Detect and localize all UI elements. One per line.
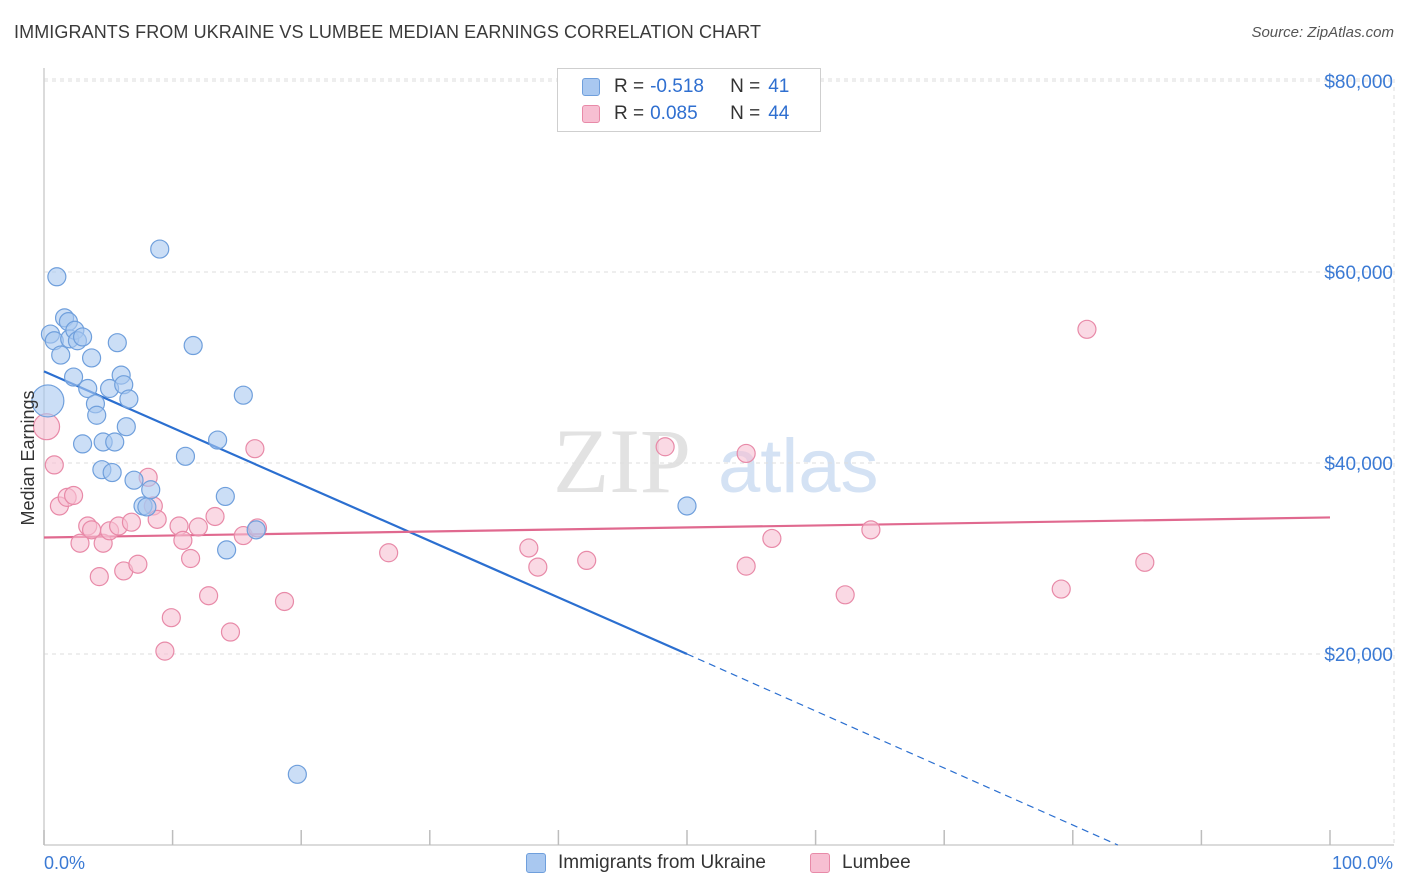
lumbee-point [121, 512, 142, 532]
lumbee-swatch [810, 853, 830, 873]
lumbee-point [519, 538, 539, 558]
legend-row-ukraine: R = -0.518 N = 41 [582, 74, 789, 100]
legend-item-ukraine[interactable]: Immigrants from Ukraine [526, 852, 766, 874]
r-label: R = [614, 76, 645, 97]
y-tick-label: $40,000 [1324, 454, 1393, 475]
lumbee-point [245, 439, 265, 459]
ukraine-point [208, 430, 228, 450]
y-tick-label: $80,000 [1324, 72, 1393, 93]
ukraine-point [72, 434, 93, 454]
source-label: Source: ZipAtlas.com [1251, 24, 1394, 41]
ukraine-point [287, 764, 307, 784]
ukraine-point [107, 333, 127, 353]
ukraine-point [175, 446, 196, 466]
ukraine-point [183, 335, 203, 356]
ukraine-point [78, 378, 98, 399]
lumbee-point [220, 622, 241, 642]
series-legend: Immigrants from Ukraine Lumbee [0, 852, 1406, 878]
ukraine-point [215, 486, 235, 507]
lumbee-point [181, 548, 201, 569]
ukraine-point [102, 462, 122, 483]
lumbee-point [1077, 319, 1097, 339]
ukraine-swatch [582, 78, 600, 96]
lumbee-point [205, 506, 225, 527]
ukraine-point [105, 432, 125, 452]
n-value: 44 [768, 103, 790, 124]
lumbee-point [155, 641, 175, 661]
ukraine-point [137, 497, 157, 517]
lumbee-point [736, 556, 756, 576]
ukraine-trend-line [43, 370, 688, 656]
legend-label: Immigrants from Ukraine [558, 852, 766, 873]
lumbee-point [1135, 552, 1155, 572]
ukraine-point [141, 480, 161, 500]
chart-title: IMMIGRANTS FROM UKRAINE VS LUMBEE MEDIAN… [14, 22, 762, 42]
y-tick-label: $60,000 [1324, 263, 1393, 284]
lumbee-point [379, 543, 399, 563]
ukraine-point [116, 417, 136, 437]
ukraine-trend-extension [686, 653, 1119, 846]
ukraine-point [124, 470, 144, 490]
lumbee-point [70, 533, 90, 553]
x-tick-label: 0.0% [44, 853, 85, 873]
data-points [31, 239, 1155, 784]
lumbee-point [577, 550, 597, 571]
lumbee-point [188, 517, 208, 537]
ukraine-point [150, 239, 170, 259]
lumbee-point [835, 585, 855, 605]
correlation-legend: R = -0.518 N = 41 R = 0.085 N = 44 [557, 68, 821, 132]
y-axis-label: Median Earnings [18, 390, 38, 525]
ukraine-point [31, 384, 65, 418]
ukraine-point [47, 267, 67, 287]
legend-item-lumbee[interactable]: Lumbee [810, 852, 911, 874]
n-label: N = [730, 76, 761, 97]
x-tick-label: 100.0% [1332, 853, 1393, 873]
watermark: ZIP atlas [553, 410, 879, 512]
ukraine-point [217, 540, 237, 560]
ukraine-swatch [526, 853, 546, 873]
lumbee-point [1051, 579, 1071, 599]
watermark-atlas: atlas [718, 424, 879, 509]
lumbee-point [861, 520, 881, 540]
ukraine-point [87, 405, 107, 425]
lumbee-point [147, 509, 167, 529]
lumbee-point [655, 437, 675, 457]
y-tick-label: $20,000 [1324, 645, 1393, 666]
lumbee-point [736, 443, 756, 464]
ukraine-point [677, 496, 697, 516]
ukraine-point [233, 385, 253, 405]
lumbee-point [63, 485, 84, 506]
n-value: 41 [768, 76, 790, 97]
lumbee-swatch [582, 105, 600, 123]
axes [43, 68, 1394, 846]
lumbee-point [161, 608, 181, 628]
lumbee-point [173, 530, 193, 550]
r-value: 0.085 [650, 103, 698, 124]
n-label: N = [730, 103, 761, 124]
ukraine-point [51, 345, 71, 365]
lumbee-point [128, 554, 148, 574]
ukraine-point [81, 348, 102, 368]
ukraine-point [246, 520, 266, 540]
lumbee-point [528, 557, 548, 577]
x-tick-labels: 0.0% 100.0% [44, 853, 1393, 873]
r-value: -0.518 [650, 76, 704, 97]
lumbee-point [89, 567, 109, 587]
lumbee-point [44, 455, 64, 475]
lumbee-point [199, 586, 219, 606]
watermark-zip: ZIP [553, 410, 691, 512]
r-label: R = [614, 103, 645, 124]
legend-row-lumbee: R = 0.085 N = 44 [582, 101, 789, 127]
lumbee-point [762, 528, 782, 549]
lumbee-point [274, 591, 295, 612]
ukraine-point [72, 327, 93, 347]
ukraine-point [63, 367, 84, 387]
y-tick-labels: $20,000 $40,000 $60,000 $80,000 [1324, 72, 1393, 666]
legend-label: Lumbee [842, 852, 911, 873]
ukraine-point [119, 389, 139, 409]
